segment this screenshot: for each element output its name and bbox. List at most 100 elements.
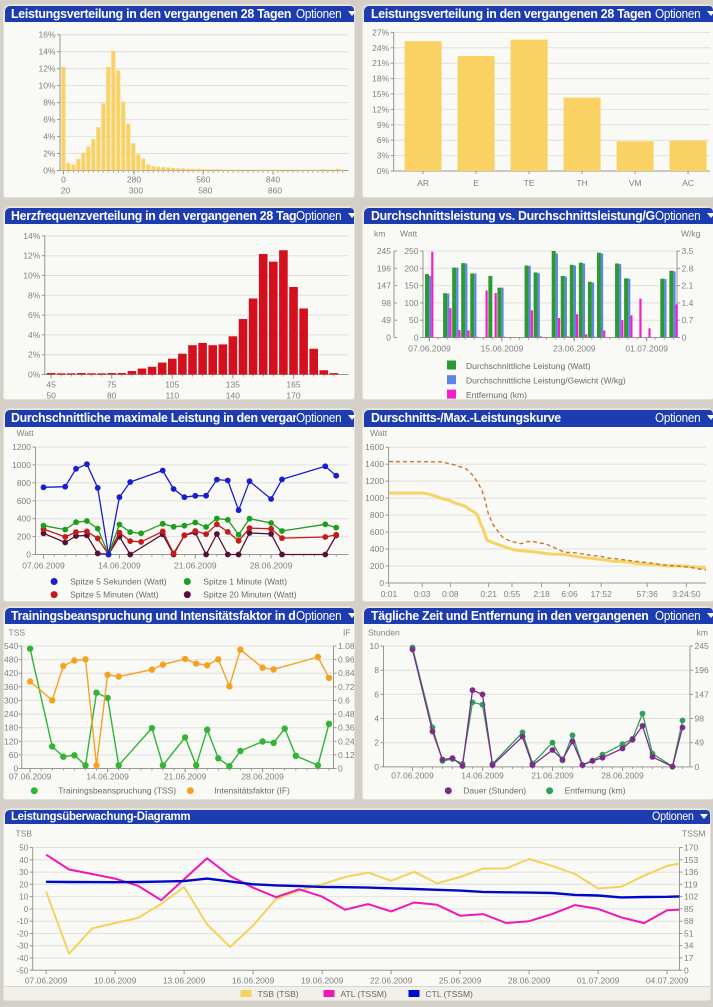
svg-text:135: 135: [225, 379, 239, 389]
svg-text:-50: -50: [16, 966, 28, 975]
svg-text:0: 0: [682, 332, 687, 342]
svg-text:-20: -20: [16, 929, 28, 938]
svg-text:8%: 8%: [28, 290, 41, 300]
svg-text:13.06.2009: 13.06.2009: [162, 975, 205, 985]
svg-text:Watt: Watt: [370, 428, 388, 438]
svg-text:6%: 6%: [377, 135, 390, 145]
svg-text:3.5: 3.5: [682, 246, 694, 256]
svg-text:12%: 12%: [38, 63, 55, 73]
svg-text:Watt: Watt: [400, 228, 418, 238]
svg-text:14.06.2009: 14.06.2009: [98, 561, 141, 571]
svg-text:Dauer (Stunden): Dauer (Stunden): [463, 785, 526, 795]
svg-text:TSSM: TSSM: [681, 828, 705, 838]
svg-text:49: 49: [695, 737, 705, 747]
svg-text:0:01: 0:01: [381, 589, 398, 599]
svg-text:540: 540: [4, 641, 18, 651]
svg-text:170: 170: [286, 390, 300, 399]
svg-text:147: 147: [377, 280, 391, 290]
svg-text:16.06.2009: 16.06.2009: [231, 975, 274, 985]
svg-text:8: 8: [374, 665, 379, 675]
svg-text:120: 120: [4, 736, 18, 746]
svg-text:0.48: 0.48: [338, 709, 354, 719]
svg-text:60: 60: [8, 749, 18, 759]
svg-text:49: 49: [382, 315, 392, 325]
svg-text:TH: TH: [576, 178, 587, 188]
svg-text:17: 17: [684, 953, 694, 963]
svg-text:Entfernung (km): Entfernung (km): [565, 785, 626, 795]
svg-text:50: 50: [46, 390, 56, 399]
svg-text:6:06: 6:06: [561, 589, 578, 599]
svg-text:600: 600: [16, 496, 30, 506]
svg-text:ATL (TSSM): ATL (TSSM): [340, 989, 386, 999]
svg-text:30: 30: [19, 868, 28, 877]
svg-text:1200: 1200: [12, 442, 31, 452]
svg-text:TE: TE: [524, 178, 535, 188]
svg-text:-40: -40: [16, 954, 28, 963]
svg-text:9%: 9%: [377, 119, 390, 129]
svg-text:1000: 1000: [365, 493, 384, 503]
svg-text:0: 0: [414, 332, 419, 342]
svg-text:400: 400: [370, 544, 384, 554]
svg-text:VM: VM: [629, 178, 642, 188]
svg-text:12%: 12%: [372, 104, 389, 114]
svg-text:07.06.2009: 07.06.2009: [24, 975, 67, 985]
svg-text:0:08: 0:08: [442, 589, 459, 599]
svg-text:153: 153: [684, 854, 698, 864]
svg-text:0.7: 0.7: [682, 315, 694, 325]
svg-text:6: 6: [374, 689, 379, 699]
svg-text:6%: 6%: [43, 114, 56, 124]
svg-text:10%: 10%: [23, 270, 40, 280]
svg-text:2.8: 2.8: [682, 263, 694, 273]
svg-text:0:21: 0:21: [480, 589, 497, 599]
svg-text:245: 245: [377, 246, 391, 256]
svg-text:IF: IF: [342, 627, 350, 637]
svg-text:21.06.2009: 21.06.2009: [531, 770, 574, 780]
svg-text:50: 50: [19, 843, 28, 852]
svg-text:TSB: TSB: [15, 828, 32, 838]
svg-text:AR: AR: [417, 178, 429, 188]
svg-text:1000: 1000: [12, 460, 31, 470]
svg-text:0.96: 0.96: [338, 654, 354, 664]
svg-text:0.72: 0.72: [338, 681, 354, 691]
svg-text:04.07.2009: 04.07.2009: [645, 975, 688, 985]
svg-text:0: 0: [61, 174, 66, 184]
svg-text:250: 250: [404, 246, 418, 256]
svg-text:20: 20: [60, 185, 70, 195]
svg-text:196: 196: [695, 665, 709, 675]
svg-text:12%: 12%: [23, 250, 40, 260]
svg-text:280: 280: [126, 174, 140, 184]
svg-text:W/kg: W/kg: [681, 228, 701, 238]
svg-text:TSB (TSB): TSB (TSB): [257, 989, 298, 999]
svg-text:57:36: 57:36: [637, 589, 659, 599]
svg-text:21%: 21%: [372, 58, 389, 68]
svg-text:21.06.2009: 21.06.2009: [174, 561, 217, 571]
svg-text:24%: 24%: [372, 42, 389, 52]
svg-text:0: 0: [386, 332, 391, 342]
svg-text:19.06.2009: 19.06.2009: [300, 975, 343, 985]
svg-text:0:55: 0:55: [504, 589, 521, 599]
svg-text:420: 420: [4, 668, 18, 678]
svg-text:300: 300: [128, 185, 142, 195]
svg-text:4%: 4%: [43, 131, 56, 141]
svg-text:Durchschnittliche Leistung/Gew: Durchschnittliche Leistung/Gewicht (W/kg…: [466, 375, 626, 385]
svg-text:3%: 3%: [377, 150, 390, 160]
svg-text:10: 10: [19, 892, 28, 901]
svg-text:15.06.2009: 15.06.2009: [481, 343, 524, 353]
svg-text:01.07.2009: 01.07.2009: [576, 975, 619, 985]
svg-text:8%: 8%: [43, 97, 56, 107]
svg-text:140: 140: [225, 390, 239, 399]
svg-text:22.06.2009: 22.06.2009: [369, 975, 412, 985]
svg-text:200: 200: [404, 263, 418, 273]
svg-text:200: 200: [16, 532, 30, 542]
svg-text:0.12: 0.12: [338, 749, 354, 759]
svg-text:0: 0: [684, 965, 689, 975]
svg-text:580: 580: [198, 185, 212, 195]
svg-text:km: km: [697, 627, 708, 637]
svg-text:Spitze 1 Minute (Watt): Spitze 1 Minute (Watt): [203, 577, 287, 587]
svg-text:07.06.2009: 07.06.2009: [8, 771, 51, 781]
svg-text:2%: 2%: [43, 148, 56, 158]
svg-text:Spitze 5 Minuten (Watt): Spitze 5 Minuten (Watt): [70, 590, 159, 600]
svg-text:Intensitätsfaktor (IF): Intensitätsfaktor (IF): [214, 785, 290, 795]
svg-text:40: 40: [19, 855, 28, 864]
svg-text:2.1: 2.1: [682, 280, 694, 290]
